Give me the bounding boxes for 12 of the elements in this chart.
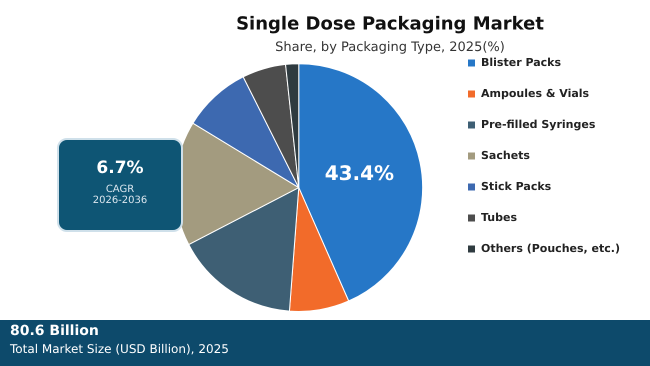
chart-title: Single Dose Packaging Market [236, 13, 544, 34]
legend-label: Others (Pouches, etc.) [481, 242, 620, 255]
legend-label: Blister Packs [481, 56, 562, 69]
legend-label: Sachets [481, 148, 530, 162]
legend-label: Tubes [481, 210, 518, 224]
legend-label: Ampoules & Vials [481, 86, 590, 100]
data-label: 43.4% [324, 161, 394, 186]
legend-label: Pre-filled Syringes [481, 118, 596, 131]
chart-subtitle: Share, by Packaging Type, 2025(%) [275, 40, 505, 55]
footer-panel: 80.6 Billion Total Market Size (USD Billion), 2025 [0, 320, 650, 366]
legend-label: Stick Packs [481, 180, 552, 193]
info-card: 6.7% CAGR 2026-2036 [57, 138, 183, 232]
